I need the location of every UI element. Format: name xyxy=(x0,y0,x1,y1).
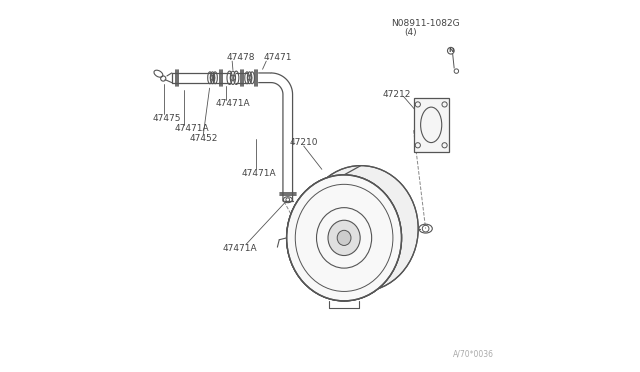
Ellipse shape xyxy=(337,230,351,246)
Text: 47212: 47212 xyxy=(382,90,411,99)
Text: 47471A: 47471A xyxy=(174,124,209,133)
Text: 47478: 47478 xyxy=(227,53,255,62)
Text: A/70*0036: A/70*0036 xyxy=(453,349,494,358)
Text: 47452: 47452 xyxy=(189,134,218,144)
Ellipse shape xyxy=(328,220,360,256)
Text: 47471A: 47471A xyxy=(223,244,257,253)
Ellipse shape xyxy=(287,175,401,301)
Text: 47471: 47471 xyxy=(264,53,292,62)
Ellipse shape xyxy=(303,166,418,292)
Ellipse shape xyxy=(287,175,401,301)
Text: N: N xyxy=(448,48,454,53)
Text: 47471A: 47471A xyxy=(216,99,250,108)
Text: N08911-1082G: N08911-1082G xyxy=(392,19,460,28)
Text: 47210: 47210 xyxy=(290,138,318,147)
Bar xyxy=(413,98,449,152)
Text: (4): (4) xyxy=(404,28,417,37)
Text: 47471A: 47471A xyxy=(241,169,276,177)
Text: 47475: 47475 xyxy=(152,114,181,123)
